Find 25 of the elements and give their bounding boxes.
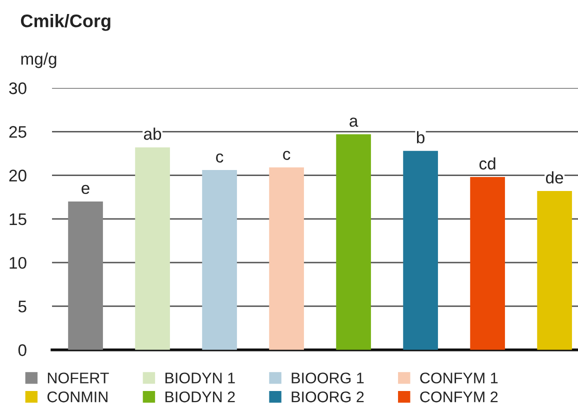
legend-label: BIOORG 1 — [292, 372, 364, 384]
y-tick-label: 0 — [18, 344, 26, 356]
y-tick-label: 30 — [9, 82, 26, 94]
chart-title: Cmik/Corg — [20, 14, 110, 31]
data-label: ab — [144, 128, 162, 140]
y-axis-title: mg/g — [21, 52, 56, 68]
y-tick-label: 5 — [18, 300, 26, 312]
data-label: b — [416, 131, 424, 144]
data-label: cd — [479, 157, 496, 170]
y-tick-label: 10 — [10, 256, 26, 269]
data-label: a — [350, 118, 358, 127]
data-label: c — [283, 150, 290, 160]
y-tick-label: 20 — [9, 170, 26, 182]
y-tick-label: 25 — [9, 126, 26, 138]
legend-label: NOFERT — [48, 372, 109, 384]
legend-label: BIOORG 2 — [292, 391, 364, 402]
data-label: c — [216, 153, 224, 163]
legend-label: BIODYN 1 — [165, 372, 235, 384]
data-label: de — [546, 171, 564, 184]
legend-label: CONFYM 2 — [420, 391, 498, 402]
data-label: e — [82, 184, 90, 194]
legend-label: CONMIN — [47, 391, 108, 402]
legend-label: BIODYN 2 — [165, 391, 235, 402]
legend-label: CONFYM 1 — [420, 372, 498, 384]
y-tick-label: 15 — [10, 214, 26, 226]
